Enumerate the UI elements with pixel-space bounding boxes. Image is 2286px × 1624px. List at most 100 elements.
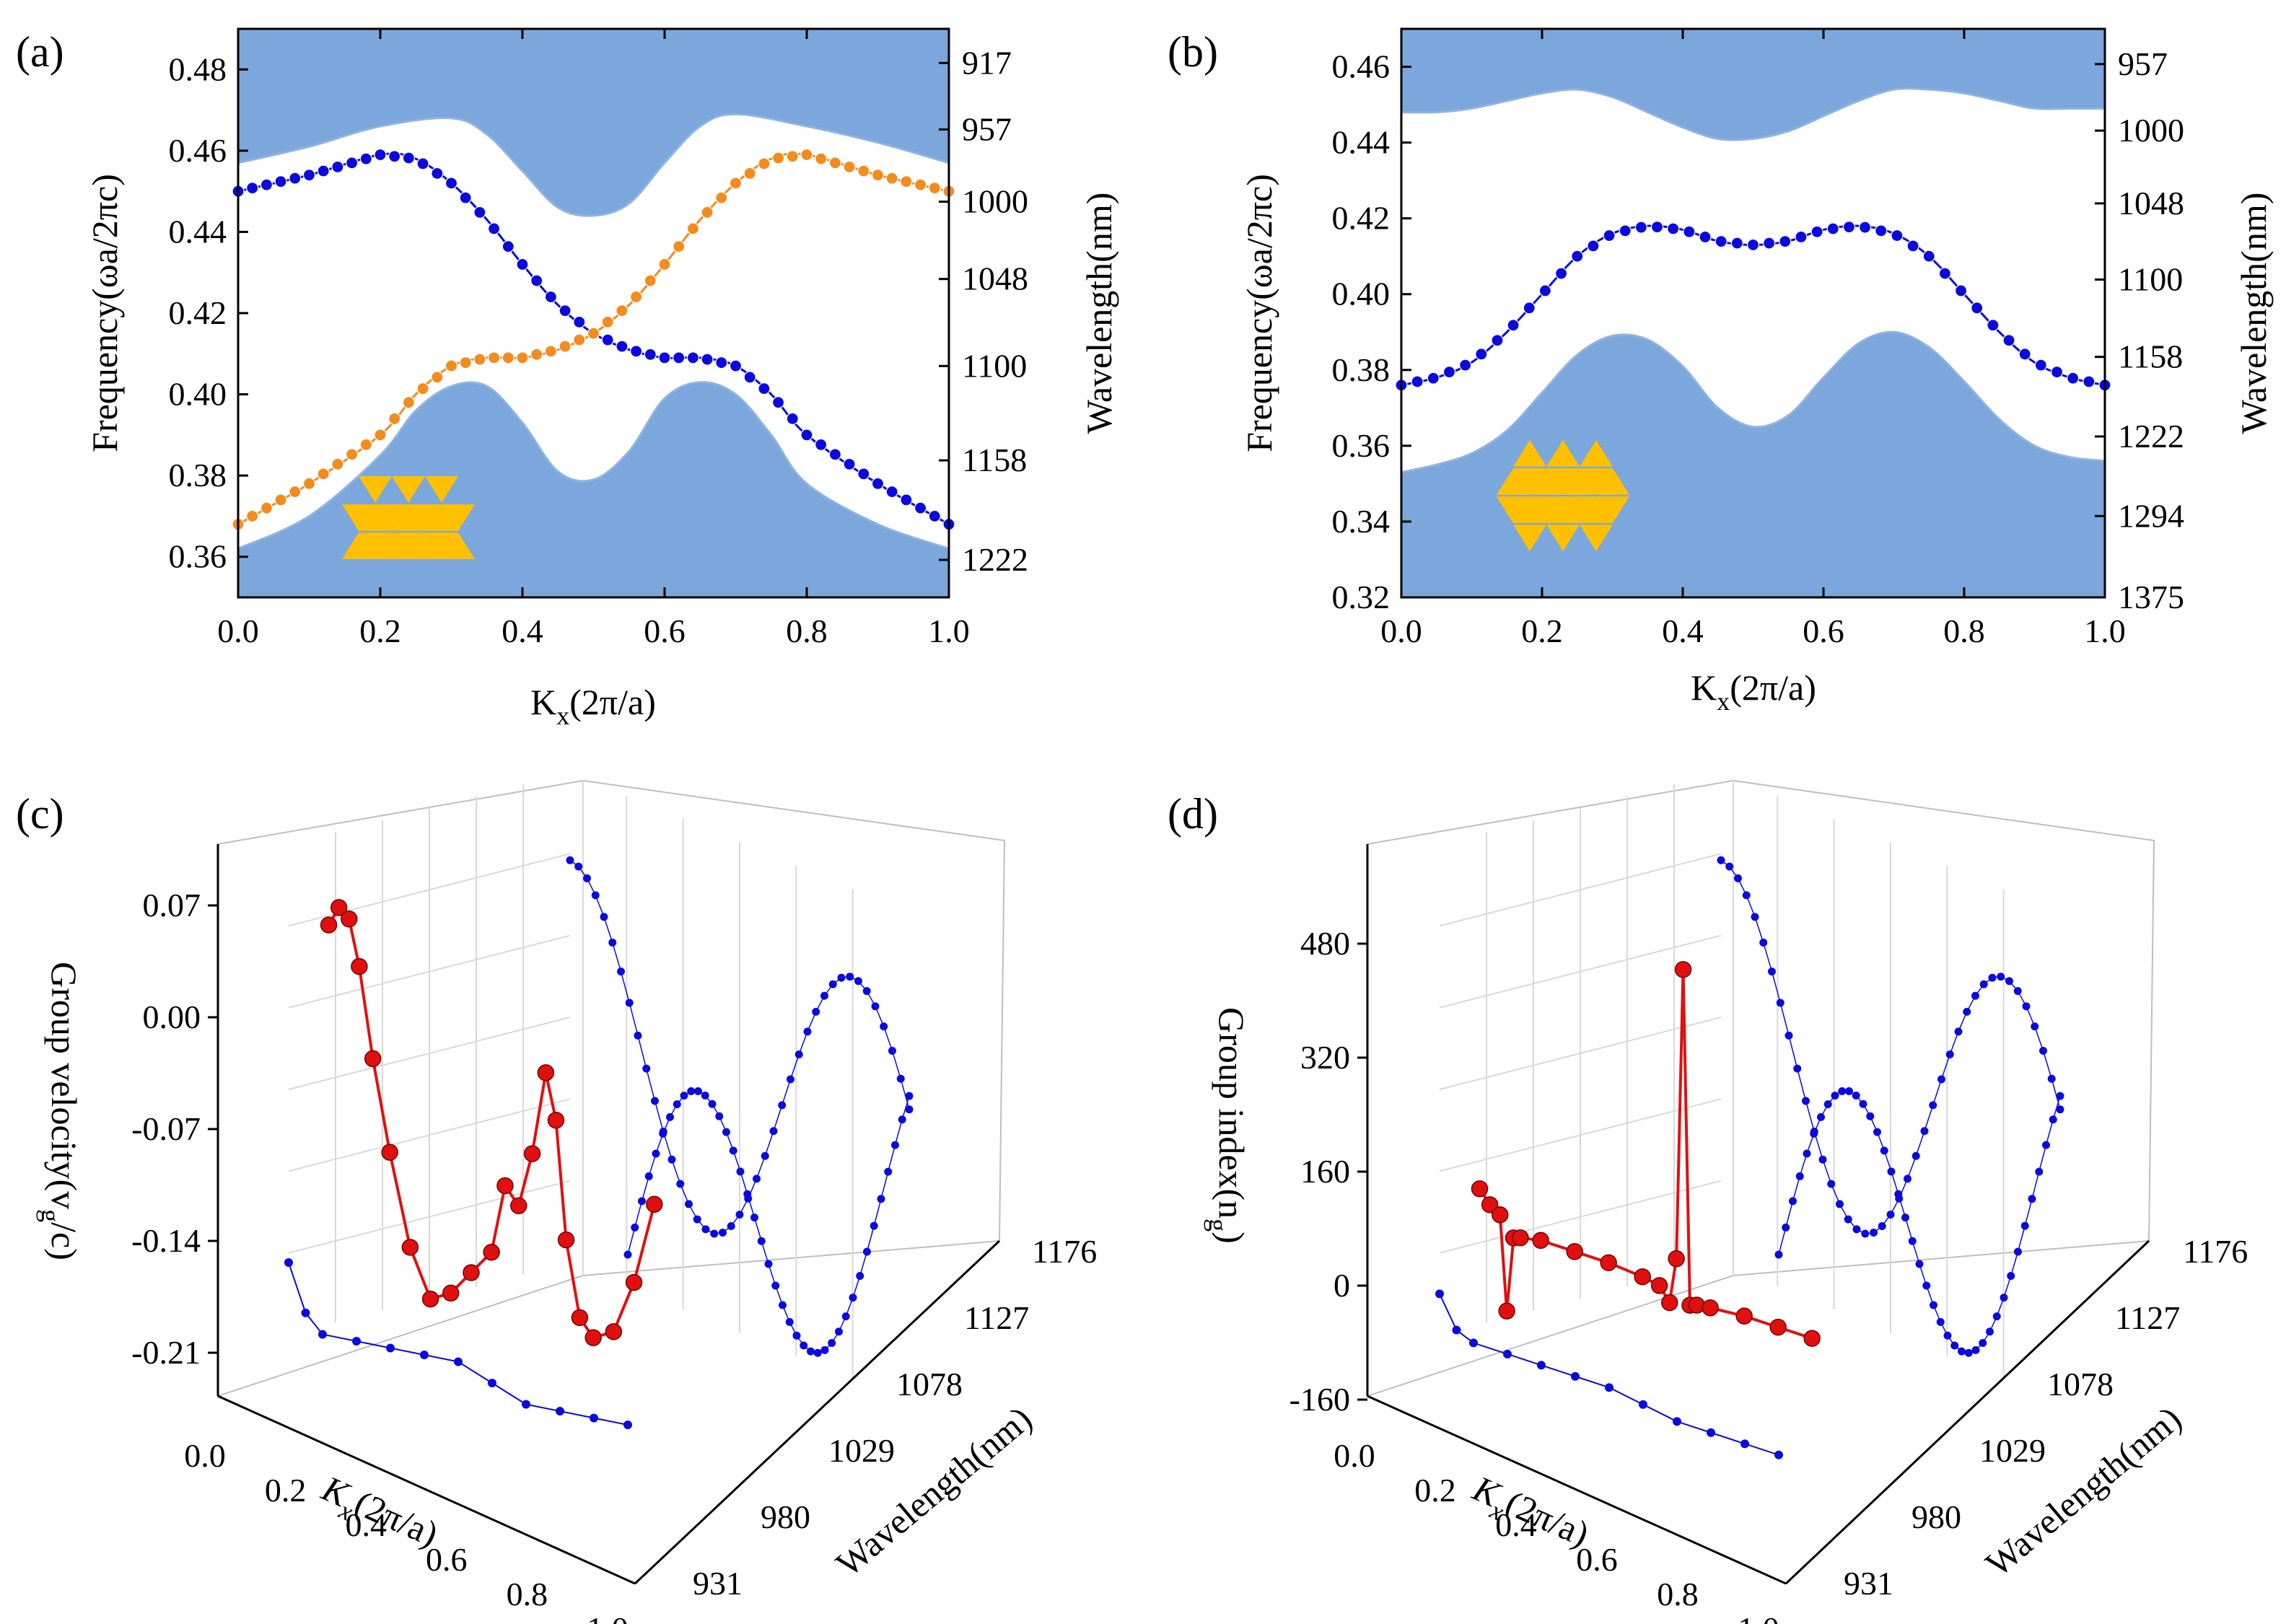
panel-c-grid (288, 784, 854, 1380)
panel-a-orange-mode-point (843, 160, 856, 173)
panel-c-blue-back-projection-point (778, 1101, 787, 1110)
panel-c-blue-back-projection-point (761, 1151, 769, 1160)
panel-b-x-axis-label-sub: x (1717, 687, 1730, 716)
panel-a-blue-mode-point (374, 148, 387, 162)
panel-a-orange-mode-point (701, 206, 714, 219)
panel-a-orange-mode-point (644, 274, 657, 287)
panel-c-z-axis-label: Group velocity(vg/c) (36, 962, 84, 1260)
panel-a-blue-mode-point (317, 164, 330, 177)
panel-c-blue-wall-projection-point (722, 1128, 730, 1136)
panel-c-blue-wall-projection-point (673, 1100, 681, 1109)
panel-c-blue-series-point (556, 1407, 564, 1415)
panel-c-blue-back-projection-point (625, 998, 634, 1007)
panel-c-blue-back-projection-point (896, 1074, 905, 1083)
panel-d-x-tick-label: 0.4 (1495, 1506, 1537, 1543)
panel-a-blue-mode-point (629, 345, 643, 358)
panel-d-x-axis-label: Kx(2π/a) (1463, 1467, 1595, 1561)
panel-a-blue-mode-point (487, 222, 501, 235)
panel-c-blue-wall-projection-point (687, 1087, 696, 1096)
panel-d-red-series-point (1769, 1318, 1787, 1336)
panel-a-blue-mode-point (644, 348, 657, 361)
panel-b-lattice-triangle (1580, 524, 1613, 552)
panel-c-blue-back-projection-point (871, 1002, 880, 1011)
panel-d: (d) 480 320 160 0 -160 0.0 0.2 0.4 0.6 0.8 1.0 93… (1168, 779, 2248, 1624)
panel-d-blue-wall-projection-point (1936, 1317, 1945, 1326)
panel-c-blue-back-projection-point (846, 973, 854, 981)
panel-d-blue-back-projection-point (1937, 1075, 1945, 1084)
panel-c-3d-box (216, 779, 1006, 1585)
panel-b-lattice-triangle (1497, 468, 1530, 495)
panel-c-blue-wall-projection-point (779, 1301, 787, 1309)
panel-a-blue-mode-point (473, 206, 486, 219)
panel-d-blue-back-projection-point (1895, 1194, 1904, 1203)
panel-d-3d-box (1366, 779, 2155, 1585)
panel-a-orange-mode-point (800, 148, 813, 162)
panel-d-blue-back-projection-point (1904, 1175, 1911, 1183)
panel-d-blue-wall-projection-point (1838, 1087, 1847, 1096)
panel-b-blue-mode-point (1795, 230, 1808, 244)
panel-c-x-tick-label: 0.4 (345, 1506, 387, 1543)
panel-d-red-series-point (1498, 1302, 1515, 1320)
panel-a-lattice-triangle (408, 504, 442, 531)
panel-b-blue-mode-point (1938, 267, 1952, 280)
panel-b-lattice-triangle (1530, 496, 1563, 523)
panel-d-z-tick-label: -160 (1289, 1381, 1350, 1418)
panel-b-lattice-triangle (1497, 496, 1530, 523)
panel-a-orange-mode-point (317, 468, 330, 480)
panel-c-blue-wall-projection-point (877, 1195, 885, 1203)
panel-d-z-axis-label-sub: g (1204, 1219, 1232, 1232)
panel-c-blue-wall-projection-point (708, 1100, 717, 1108)
panel-d-blue-back-projection-point (1878, 1222, 1886, 1231)
panel-a-orange-mode-point (516, 351, 529, 364)
panel-c-red-series-point (510, 1197, 527, 1215)
panel-a-y-tick-label: 0.42 (169, 294, 227, 331)
panel-c-blue-back-projection-point (787, 1075, 794, 1084)
panel-a-orange-mode-point (544, 345, 558, 358)
panel-b-y-tick-label: 0.38 (1332, 351, 1391, 388)
panel-d-z-axis-label: Group index(ng) (1204, 1007, 1252, 1244)
panel-b-blue-mode-point (1763, 237, 1776, 250)
panel-b-blue-mode-point (1922, 250, 1935, 263)
panel-d-blue-back-projection-point (1717, 856, 1725, 864)
panel-c-blue-wall-projection-point (792, 1331, 801, 1340)
panel-b-lattice-triangle (1580, 468, 1613, 495)
panel-d-red-series-point (1661, 1294, 1678, 1312)
panel-b-x-tick-label: 1.0 (2084, 613, 2126, 649)
panel-a-blue-mode-point (431, 167, 444, 180)
panel-d-blue-wall-projection-point (2000, 1294, 2008, 1302)
panel-b-blue-mode-point (1826, 222, 1839, 235)
panel-d-blue-back-projection-point (1827, 1180, 1836, 1188)
panel-c-blue-wall-projection-point (800, 1341, 808, 1350)
panel-b-blue-mode-point (1730, 237, 1743, 250)
panel-a-orange-mode-point (374, 429, 387, 442)
panel-a-blue-mode-point (828, 448, 842, 461)
panel-a-x-tick-label: 0.8 (786, 613, 828, 649)
panel-a-blue-mode-point (346, 157, 359, 170)
panel-b-lattice-inset (1497, 440, 1629, 552)
panel-d-y-tick-label: 980 (1911, 1498, 1961, 1535)
panel-a-right-tick-label: 1222 (962, 541, 1028, 578)
panel-a-x-axis-label-main: K (530, 682, 556, 722)
panel-a-lattice-triangle (425, 476, 458, 503)
panel-b-x-tick-label: 0.0 (1380, 613, 1422, 649)
panel-a-right-tick-label: 1048 (962, 260, 1028, 297)
panel-c-blue-wall-projection-point (863, 1247, 871, 1256)
panel-a-orange-mode-point (559, 340, 572, 353)
panel-a-lattice-triangle (375, 504, 408, 531)
panel-d-blue-wall-projection-point (1901, 1213, 1909, 1222)
panel-d-blue-back-projection-point (1997, 973, 2005, 981)
panel-d-blue-back-projection-point (1784, 1031, 1793, 1040)
panel-c-blue-back-projection-point (905, 1105, 914, 1114)
panel-c-blue-back-projection-point (820, 991, 828, 1000)
panel-a-blue-mode-point (502, 240, 514, 253)
panel-b-blue-mode-point (1523, 302, 1536, 315)
panel-a-x-tick-label: 0.2 (359, 613, 401, 649)
panel-c-blue-wall-projection-point (680, 1092, 688, 1100)
panel-c-blue-wall-projection-point (715, 1112, 724, 1120)
panel-d-z-tick-label: 480 (1300, 925, 1350, 962)
panel-c-blue-back-projection-point (617, 967, 625, 976)
panel-a-blue-mode-point (743, 371, 756, 384)
panel-b-lattice-triangle (1596, 496, 1629, 523)
panel-d-blue-back-projection-point (1844, 1215, 1852, 1224)
panel-b-blue-mode-point (1683, 225, 1696, 238)
